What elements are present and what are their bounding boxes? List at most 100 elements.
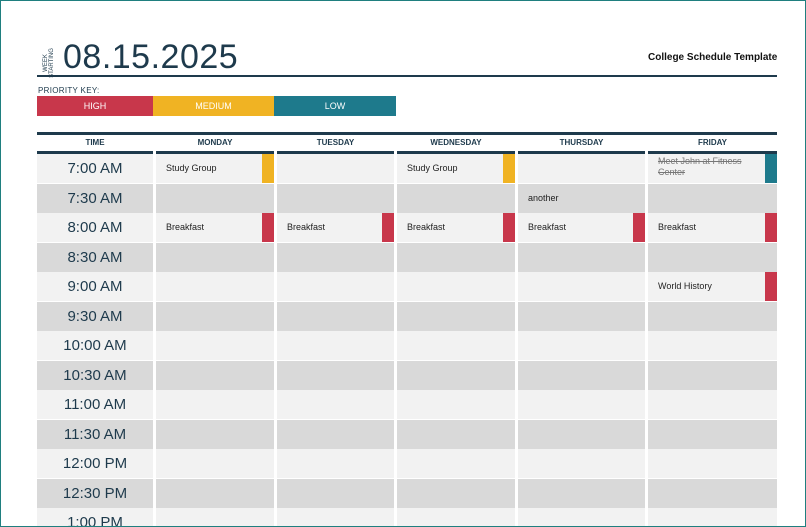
time-cell: 7:00 AM [37,154,153,183]
time-cell: 10:30 AM [37,360,153,390]
event-text: Meet John at Fitness Center [658,156,742,177]
column-header-rule [277,151,394,154]
schedule-cell [397,419,515,449]
time-cell: 12:00 PM [37,449,153,478]
schedule-cell [648,419,777,449]
schedule-cell [518,331,645,360]
column-header-rule [397,151,515,154]
schedule-cell [648,331,777,360]
time-cell: 8:30 AM [37,242,153,272]
schedule-cell [156,331,274,360]
schedule-cell [156,419,274,449]
template-title: College Schedule Template [648,52,778,63]
schedule-cell [277,508,394,526]
priority-bar [262,213,274,242]
time-cell: 10:00 AM [37,331,153,360]
time-cell: 1:00 PM [37,508,153,526]
schedule-cell [648,242,777,272]
schedule-cell [397,449,515,478]
column-header: FRIDAY [697,138,728,147]
schedule-cell [648,508,777,526]
schedule-cell [518,478,645,508]
schedule-cell [648,183,777,213]
table-top-rule [37,132,777,135]
column-header: MONDAY [197,138,233,147]
schedule-cell [397,242,515,272]
priority-bar [765,154,777,183]
schedule-cell [156,213,274,242]
priority-bar [262,154,274,183]
schedule-cell [648,449,777,478]
priority-bar [503,154,515,183]
schedule-cell [277,301,394,331]
schedule-cell [156,272,274,301]
schedule-cell [648,213,777,242]
schedule-cell [277,183,394,213]
priority-key-2: LOW [274,96,396,116]
schedule-cell [518,301,645,331]
schedule-cell [277,390,394,419]
schedule-cell [648,301,777,331]
schedule-cell [518,183,645,213]
schedule-cell [518,154,645,183]
event-text: World History [658,281,712,291]
event-text: Study Group [166,163,217,173]
schedule-cell [277,154,394,183]
column-header: THURSDAY [559,138,604,147]
schedule-cell [397,301,515,331]
schedule-cell [156,508,274,526]
schedule-cell [518,508,645,526]
schedule-cell [156,301,274,331]
schedule-cell [156,478,274,508]
schedule-cell [277,331,394,360]
schedule-cell [648,390,777,419]
priority-bar [382,213,394,242]
event-text: Breakfast [528,222,567,232]
schedule-cell [397,154,515,183]
schedule-cell [156,183,274,213]
priority-key-0: HIGH [37,96,153,116]
schedule-cell [277,419,394,449]
priority-bar [765,272,777,301]
column-header-rule [648,151,777,154]
column-header: TIME [85,138,105,147]
column-header: TUESDAY [316,138,355,147]
column-header-rule [518,151,645,154]
schedule-cell [518,419,645,449]
schedule-cell [518,213,645,242]
schedule-cell [648,478,777,508]
time-cell: 11:00 AM [37,390,153,419]
time-cell: 12:30 PM [37,478,153,508]
schedule-cell [397,183,515,213]
time-cell: 9:00 AM [37,272,153,301]
event-text: Breakfast [658,222,697,232]
schedule-cell [156,449,274,478]
schedule-cell [397,478,515,508]
schedule-cell [518,390,645,419]
event-text: another [528,192,559,203]
schedule-cell [648,272,777,301]
priority-bar [633,213,645,242]
schedule-cell [397,360,515,390]
schedule-cell [518,272,645,301]
time-cell: 11:30 AM [37,419,153,449]
event-text: Breakfast [287,222,326,232]
schedule-cell [518,360,645,390]
week-date: 08.15.2025 [63,38,239,76]
schedule-cell [156,242,274,272]
schedule-cell [397,390,515,419]
schedule-cell [518,242,645,272]
schedule-cell [397,508,515,526]
schedule-cell [277,272,394,301]
event-text: Breakfast [166,222,205,232]
schedule-cell [648,154,777,183]
schedule-cell [156,390,274,419]
priority-bar [503,213,515,242]
schedule-cell [397,272,515,301]
time-cell: 9:30 AM [37,301,153,331]
priority-key-label: PRIORITY KEY: [38,86,100,95]
schedule-cell [397,331,515,360]
schedule-cell [156,360,274,390]
schedule-cell [156,154,274,183]
